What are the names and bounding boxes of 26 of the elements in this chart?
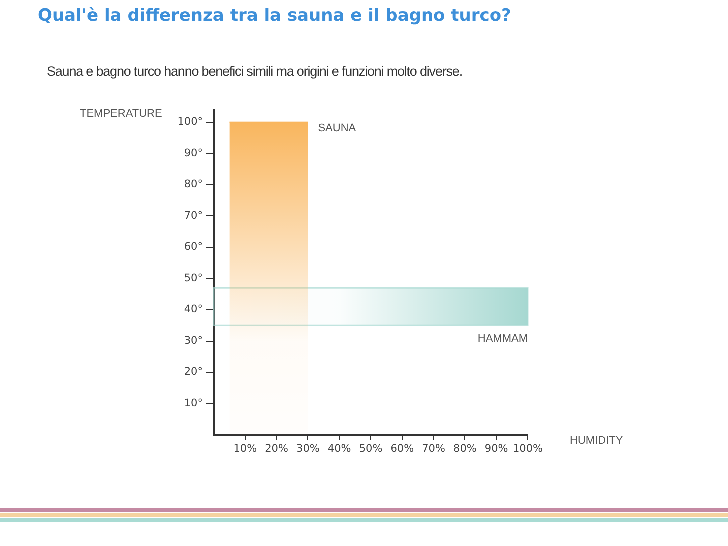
y-axis-title: TEMPERATURE bbox=[80, 108, 162, 120]
y-tick-label: 20° bbox=[184, 366, 203, 378]
x-tick-label: 70% bbox=[422, 443, 446, 456]
x-tick-label: 20% bbox=[265, 443, 288, 456]
y-tick-label: 90° bbox=[184, 147, 203, 160]
series-label: SAUNA bbox=[318, 122, 357, 135]
y-tick-label: 100° bbox=[178, 116, 203, 128]
x-tick-label: 100% bbox=[512, 443, 544, 456]
x-tick-label: 50% bbox=[359, 443, 383, 456]
band-label: HAMMAM bbox=[478, 333, 528, 346]
y-tick-label: 70° bbox=[184, 210, 203, 222]
x-axis-title: HUMIDITY bbox=[570, 435, 624, 448]
x-tick-label: 60% bbox=[390, 443, 414, 456]
y-tick-label: 30° bbox=[184, 334, 203, 347]
x-tick-label: 10% bbox=[234, 443, 258, 456]
y-tick-label: 40° bbox=[184, 304, 203, 316]
y-tick-label: 10° bbox=[184, 397, 203, 410]
x-tick-label: 40% bbox=[328, 443, 352, 456]
chart-title: Qual'è la differenza tra la sauna e il bagno turco? bbox=[38, 6, 512, 26]
chart-subtitle: Sauna e bagno turco hanno benefici simili ma origini e funzioni molto diverse. bbox=[47, 64, 462, 79]
x-tick-label: 30% bbox=[296, 443, 320, 456]
x-tick-label: 80% bbox=[454, 443, 477, 456]
y-tick-label: 80° bbox=[184, 178, 203, 191]
y-tick-label: 50° bbox=[184, 272, 203, 284]
x-tick-label: 90% bbox=[484, 443, 508, 456]
y-tick-label: 60° bbox=[184, 241, 203, 254]
